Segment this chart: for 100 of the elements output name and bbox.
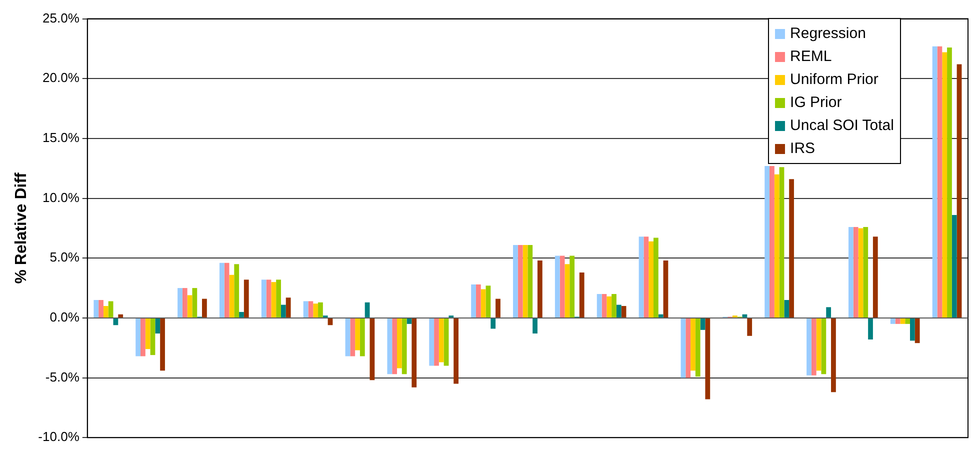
- legend-label: REML: [790, 48, 832, 65]
- bar: [276, 280, 281, 318]
- bar: [182, 288, 188, 318]
- bar: [219, 262, 224, 318]
- bar: [831, 318, 836, 392]
- bar: [406, 318, 412, 324]
- bar: [244, 280, 249, 318]
- bar: [653, 238, 658, 318]
- bar: [160, 318, 165, 371]
- bar: [816, 318, 822, 371]
- bar: [606, 296, 612, 318]
- bar: [370, 318, 375, 380]
- bar: [686, 318, 691, 378]
- bar: [858, 228, 864, 318]
- bar: [113, 318, 118, 326]
- bar: [286, 298, 291, 318]
- bar: [532, 318, 538, 334]
- bar: [826, 307, 832, 318]
- bar: [596, 294, 602, 318]
- legend-label: IRS: [790, 140, 816, 157]
- bar: [612, 294, 616, 318]
- y-axis-title: % Relative Diff: [13, 172, 30, 284]
- bar: [528, 244, 533, 318]
- bar: [202, 298, 207, 318]
- bar: [956, 64, 962, 318]
- bar: [318, 302, 323, 318]
- bar: [444, 318, 449, 366]
- bar: [140, 318, 146, 356]
- legend-label: Uniform Prior: [790, 71, 878, 88]
- bar: [136, 318, 141, 356]
- bar: [905, 318, 910, 324]
- y-tick-label: 0.0%: [50, 310, 80, 325]
- bar: [806, 318, 812, 376]
- bar: [229, 274, 234, 318]
- bar: [108, 301, 114, 318]
- bar: [695, 318, 700, 377]
- y-tick-label: 25.0%: [42, 10, 80, 26]
- bar: [94, 300, 99, 318]
- bar: [648, 241, 654, 318]
- bar: [490, 318, 496, 329]
- bar: [779, 167, 784, 318]
- bar: [579, 272, 584, 318]
- bar: [355, 318, 360, 350]
- bar: [890, 318, 896, 324]
- bar: [764, 166, 770, 318]
- bar: [261, 280, 266, 318]
- bar: [280, 304, 286, 318]
- bar: [616, 304, 622, 318]
- bar: [224, 262, 230, 318]
- bar: [438, 318, 444, 362]
- bar: [364, 302, 370, 318]
- legend-label: Uncal SOI Total: [790, 117, 894, 134]
- bar: [98, 300, 104, 318]
- bar: [952, 215, 957, 318]
- bar: [397, 318, 402, 368]
- legend-label: Regression: [790, 25, 866, 42]
- bar: [345, 318, 350, 356]
- bar: [848, 227, 854, 318]
- bar: [554, 256, 560, 318]
- bar: [103, 306, 108, 318]
- bar: [155, 318, 160, 334]
- bar: [412, 318, 417, 388]
- bar: [239, 312, 244, 318]
- bar: [705, 318, 710, 400]
- bar: [486, 286, 491, 318]
- bar: [192, 288, 198, 318]
- bar: [690, 318, 696, 371]
- bar: [570, 256, 575, 318]
- bar: [895, 318, 900, 324]
- bar: [513, 244, 518, 318]
- bar: [784, 300, 790, 318]
- bar: [680, 318, 686, 378]
- bar: [360, 318, 365, 356]
- bar: [560, 256, 565, 318]
- bar: [313, 304, 318, 318]
- bar: [429, 318, 434, 366]
- bar: [700, 318, 706, 330]
- bar: [271, 282, 276, 318]
- bar: [638, 236, 644, 318]
- bar: [266, 280, 272, 318]
- bar: [789, 179, 794, 318]
- bar: [564, 264, 570, 318]
- bar: [644, 236, 649, 318]
- y-tick-label: -10.0%: [38, 429, 80, 444]
- bar: [118, 314, 124, 318]
- bar: [942, 52, 948, 318]
- bar: [658, 314, 664, 318]
- bar: [454, 318, 459, 384]
- bar: [821, 318, 826, 374]
- bar: [868, 318, 873, 340]
- bar: [770, 166, 774, 318]
- bar: [932, 46, 938, 318]
- bar: [621, 306, 626, 318]
- legend-label: IG Prior: [790, 94, 842, 111]
- bar: [308, 301, 314, 318]
- bar: [947, 48, 952, 318]
- y-tick-label: -5.0%: [45, 369, 80, 384]
- y-tick-label: 20.0%: [42, 70, 80, 86]
- bar: [900, 318, 906, 324]
- y-tick-label: 15.0%: [42, 130, 80, 146]
